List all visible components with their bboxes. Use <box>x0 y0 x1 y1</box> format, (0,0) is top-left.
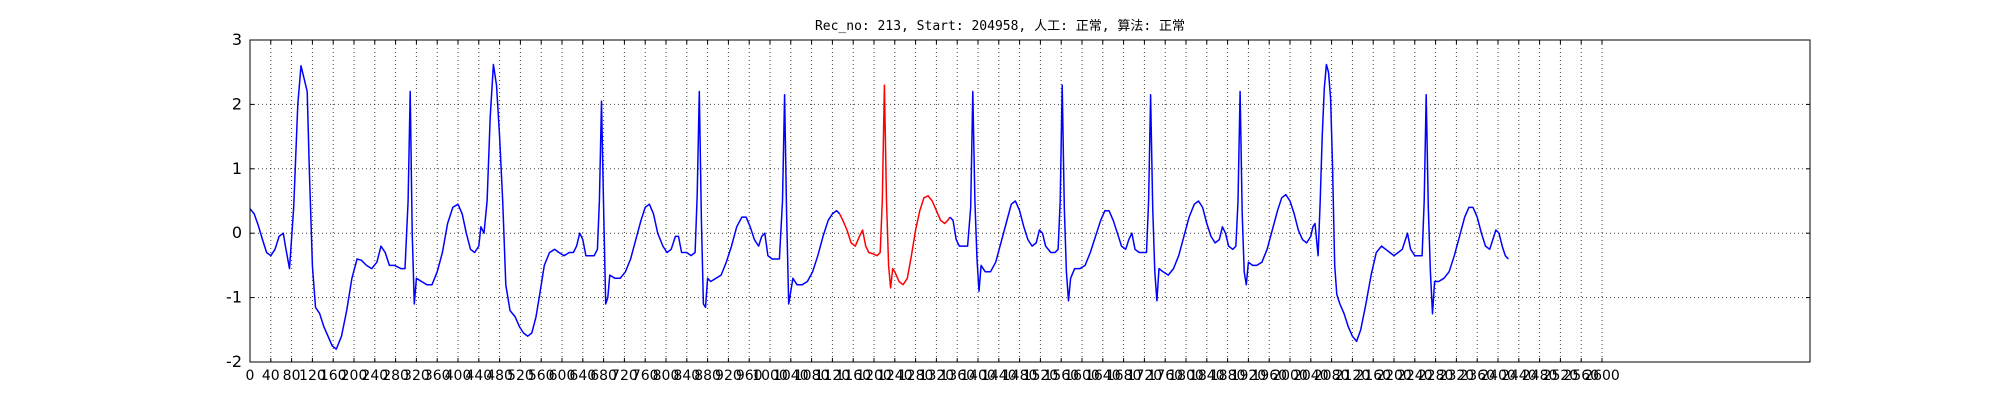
x-tick-label: 2000 <box>1272 368 1308 384</box>
x-tick-label: 2120 <box>1335 368 1371 384</box>
series-line-2 <box>949 63 1509 343</box>
x-tick-label: 1480 <box>1002 368 1038 384</box>
x-tick-label: 160 <box>320 368 347 384</box>
x-tick-label: 2160 <box>1355 368 1391 384</box>
x-tick-label: 240 <box>361 368 388 384</box>
x-tick-label: 2320 <box>1439 368 1475 384</box>
x-tick-label: 2480 <box>1522 368 1558 384</box>
x-tick-label: 720 <box>611 368 638 384</box>
x-tick-label: 1360 <box>939 368 975 384</box>
x-tick-label: 2440 <box>1501 368 1537 384</box>
series-line-1 <box>839 84 951 289</box>
y-tick-label: 3 <box>232 30 242 49</box>
x-tick-label: 1200 <box>856 368 892 384</box>
x-tick-label: 2400 <box>1480 368 1516 384</box>
x-tick-label: 880 <box>694 368 721 384</box>
axes: 0 40 8012016020024028032036040044048052056… <box>226 30 1811 384</box>
x-tick-label: 1240 <box>877 368 913 384</box>
grid <box>249 39 1810 363</box>
y-tick-label: -2 <box>226 352 242 371</box>
y-tick-label: 1 <box>232 159 242 178</box>
x-tick-label: 1800 <box>1168 368 1204 384</box>
x-tick-label: 80 <box>283 368 301 384</box>
plot-frame <box>249 39 1811 363</box>
x-tick-label: 840 <box>673 368 700 384</box>
x-tick-label: 1600 <box>1064 368 1100 384</box>
x-tick-label: 1400 <box>960 368 996 384</box>
x-tick-label: 1000 <box>752 368 788 384</box>
x-tick-label: 1440 <box>981 368 1017 384</box>
x-tick-label: 640 <box>569 368 596 384</box>
x-tick-label: 1520 <box>1023 368 1059 384</box>
x-tick-label: 1080 <box>794 368 830 384</box>
x-tick-label: 200 <box>341 368 368 384</box>
y-tick-label: 2 <box>232 94 242 113</box>
x-tick-label: 2360 <box>1459 368 1495 384</box>
x-tick-label: 560 <box>528 368 555 384</box>
x-tick-label: 2080 <box>1314 368 1350 384</box>
x-tick-label: 520 <box>507 368 534 384</box>
x-tick-label: 600 <box>549 368 576 384</box>
x-tick-label: 2040 <box>1293 368 1329 384</box>
x-tick-label: 2280 <box>1418 368 1454 384</box>
chart-title: Rec_no: 213, Start: 204958, 人工: 正常, 算法: … <box>815 19 1185 34</box>
x-tick-label: 1760 <box>1147 368 1183 384</box>
x-tick-label: 1040 <box>773 368 809 384</box>
x-tick-label: 400 <box>445 368 472 384</box>
x-tick-label: 440 <box>465 368 492 384</box>
x-tick-label: 0 <box>246 368 255 384</box>
x-tick-label: 800 <box>653 368 680 384</box>
x-tick-label: 1280 <box>898 368 934 384</box>
series-line-0 <box>249 63 841 350</box>
series-layer <box>249 63 1509 350</box>
x-tick-label: 320 <box>403 368 430 384</box>
x-tick-label: 2560 <box>1563 368 1599 384</box>
x-tick-label: 1720 <box>1127 368 1163 384</box>
x-tick-label: 2600 <box>1584 368 1620 384</box>
x-tick-label: 680 <box>590 368 617 384</box>
y-tick-label: 0 <box>232 223 242 242</box>
x-tick-label: 1920 <box>1231 368 1267 384</box>
x-tick-label: 360 <box>424 368 451 384</box>
x-tick-label: 1960 <box>1251 368 1287 384</box>
x-tick-label: 760 <box>632 368 659 384</box>
x-tick-label: 280 <box>382 368 409 384</box>
y-tick-label: -1 <box>226 288 242 307</box>
x-tick-label: 480 <box>486 368 513 384</box>
x-tick-label: 40 <box>262 368 280 384</box>
x-tick-label: 920 <box>715 368 742 384</box>
x-tick-label: 120 <box>299 368 326 384</box>
x-tick-label: 1640 <box>1085 368 1121 384</box>
x-tick-label: 960 <box>736 368 763 384</box>
x-tick-label: 1560 <box>1043 368 1079 384</box>
x-tick-label: 1160 <box>835 368 871 384</box>
x-tick-label: 2240 <box>1397 368 1433 384</box>
x-tick-label: 2200 <box>1376 368 1412 384</box>
x-tick-label: 2520 <box>1543 368 1579 384</box>
x-tick-label: 1880 <box>1210 368 1246 384</box>
x-tick-label: 1680 <box>1106 368 1142 384</box>
x-tick-label: 1840 <box>1189 368 1225 384</box>
x-tick-label: 1120 <box>815 368 851 384</box>
x-tick-label: 1320 <box>919 368 955 384</box>
